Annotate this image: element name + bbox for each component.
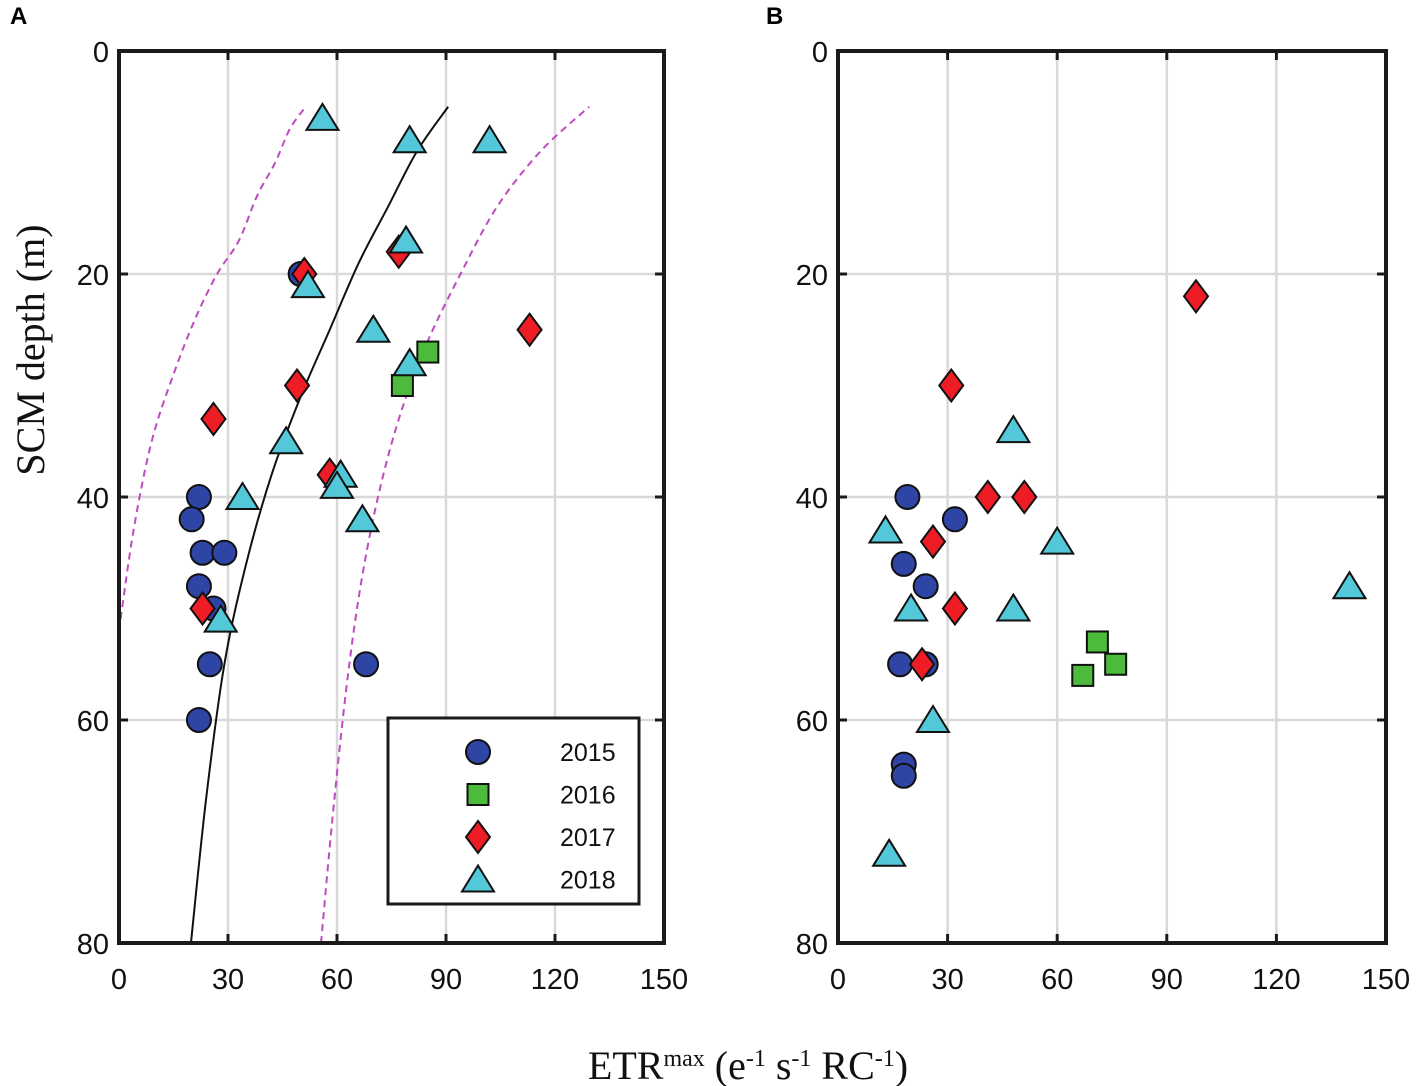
panel-b-ytick-label-60: 60 — [796, 706, 828, 738]
panel-b-ytick-label-20: 20 — [796, 260, 828, 292]
legend-box — [386, 716, 641, 906]
panel-a-point-2018-4 — [388, 224, 424, 254]
x-axis-title-s: s — [766, 1043, 792, 1086]
panel-b-point-2015-2 — [941, 506, 968, 533]
panel-a-point-2017-4 — [283, 367, 311, 404]
panel-b-label: B — [766, 3, 783, 30]
panel-b-point-2016-1 — [1085, 630, 1109, 654]
panel-a-point-2017-3 — [516, 312, 543, 348]
panel-a-xtick-label-90: 90 — [430, 964, 462, 996]
legend-label-2016: 2016 — [560, 782, 616, 810]
x-axis-title-e-exp: -1 — [746, 1046, 766, 1072]
panel-b-point-2015-5 — [887, 651, 914, 678]
panel-a-point-2015-10 — [353, 651, 380, 678]
panel-b-point-2015-4 — [912, 573, 939, 600]
panel-b-xtick-label-90: 90 — [1151, 964, 1183, 996]
panel-a-point-2016-2 — [390, 374, 414, 397]
x-axis-title-units: (e — [705, 1043, 746, 1086]
panel-a-point-2015-3 — [178, 506, 205, 533]
panel-a-point-2018-6 — [355, 313, 392, 343]
panel-a-point-2015-5 — [211, 539, 238, 566]
legend-marker-2015 — [465, 739, 491, 765]
panel-b-point-2017-7 — [908, 646, 936, 682]
panel-b-point-2018-3 — [1039, 525, 1075, 555]
legend-marker-2016 — [466, 783, 490, 806]
panel-a-point-2018-5 — [290, 269, 326, 299]
panel-a-point-2018-2 — [391, 124, 428, 154]
panel-a-curve-lower-bound — [118, 106, 307, 631]
panel-b-point-2017-4 — [1011, 479, 1038, 515]
panel-a-xtick-label-150: 150 — [640, 964, 688, 996]
panel-a-point-2018-7 — [391, 347, 428, 377]
panel-b-xtick-label-60: 60 — [1041, 964, 1073, 996]
panel-b-point-2016-2 — [1071, 663, 1095, 687]
legend-marker-2018 — [460, 863, 496, 893]
legend-label-2017: 2017 — [560, 824, 616, 852]
panel-b-point-2017-2 — [938, 367, 965, 404]
panel-a-ytick-label-80: 80 — [77, 929, 109, 961]
x-axis-title-sup: max — [663, 1046, 704, 1072]
x-axis-title-close: ) — [895, 1043, 908, 1086]
panel-b-xtick-label-120: 120 — [1252, 964, 1300, 996]
panel-a-xtick-label-60: 60 — [321, 964, 353, 996]
panel-b-point-2015-8 — [890, 762, 917, 789]
panel-a-point-2018-13 — [202, 603, 239, 633]
panel-a-point-2015-9 — [185, 707, 212, 733]
panel-a-point-2018-10 — [319, 469, 355, 499]
panel-a-curve-upper-bound — [320, 106, 590, 944]
panel-b-point-2017-1 — [1182, 278, 1210, 314]
x-axis-title: ETRmax (e-1 s-1 RC-1) — [588, 1043, 908, 1086]
panel-b-point-2018-2 — [867, 514, 904, 544]
panel-a-point-2017-7 — [189, 590, 216, 627]
x-axis-title-rc: RC — [811, 1043, 874, 1086]
panel-a-xtick-label-120: 120 — [531, 964, 579, 996]
panel-a-point-2016-1 — [416, 340, 440, 364]
panel-a-point-2018-8 — [268, 425, 304, 455]
panel-b-ytick-label-40: 40 — [796, 483, 828, 515]
legend-label-2015: 2015 — [560, 739, 616, 767]
panel-a-point-2018-12 — [344, 503, 381, 533]
panel-a-ytick-label-40: 40 — [77, 483, 109, 515]
panel-b-xtick-label-0: 0 — [830, 964, 846, 996]
panel-b-point-2018-8 — [871, 837, 907, 867]
panel-a-point-2015-6 — [185, 573, 212, 600]
panel-a-point-2017-5 — [200, 401, 227, 437]
y-axis-title: SCM depth (m) — [8, 224, 53, 475]
panel-a-ytick-label-60: 60 — [77, 706, 109, 738]
x-axis-title-main: ETR — [588, 1043, 664, 1086]
panel-b-point-2018-7 — [915, 704, 951, 733]
panel-b-point-2017-6 — [941, 590, 969, 627]
panel-b-point-2015-1 — [894, 484, 921, 510]
panel-a-point-2015-8 — [196, 651, 223, 678]
panel-a-xtick-label-0: 0 — [111, 964, 127, 996]
panel-b-point-2018-4 — [1331, 570, 1368, 600]
panel-b-point-2017-5 — [919, 523, 947, 560]
panel-b-ytick-label-0: 0 — [812, 37, 828, 69]
panel-b-xtick-label-30: 30 — [931, 964, 963, 996]
x-axis-title-s-exp: -1 — [791, 1046, 811, 1072]
panel-a-label: A — [10, 3, 27, 30]
panel-a-point-2018-1 — [304, 101, 341, 131]
panel-b-ytick-label-80: 80 — [796, 929, 828, 961]
legend-marker-2017 — [464, 819, 492, 855]
x-axis-title-rc-exp: -1 — [875, 1046, 895, 1072]
panel-b-point-2018-5 — [893, 592, 929, 622]
panel-a-point-2015-4 — [189, 539, 216, 566]
legend-label-2018: 2018 — [560, 867, 616, 895]
panel-b: B 0 30 60 90 120 150 0 20 40 60 80 — [766, 3, 1410, 996]
panel-b-point-2018-1 — [995, 414, 1032, 444]
panel-a: A 0 30 60 90 120 150 0 20 40 60 80 2015 2016 2017 201… — [10, 3, 688, 996]
panel-b-xtick-label-150: 150 — [1362, 964, 1410, 996]
panel-b-point-2017-3 — [974, 479, 1002, 515]
panel-a-ytick-label-0: 0 — [93, 37, 109, 69]
panel-a-point-2018-3 — [471, 124, 508, 154]
panel-b-point-2018-6 — [995, 592, 1032, 622]
panel-a-point-2018-11 — [224, 481, 261, 510]
panel-a-ytick-label-20: 20 — [77, 260, 109, 292]
panel-a-xtick-label-30: 30 — [212, 964, 244, 996]
panel-b-point-2016-3 — [1104, 652, 1128, 676]
panel-b-point-2015-3 — [890, 550, 917, 577]
panel-a-point-2015-2 — [185, 484, 212, 510]
